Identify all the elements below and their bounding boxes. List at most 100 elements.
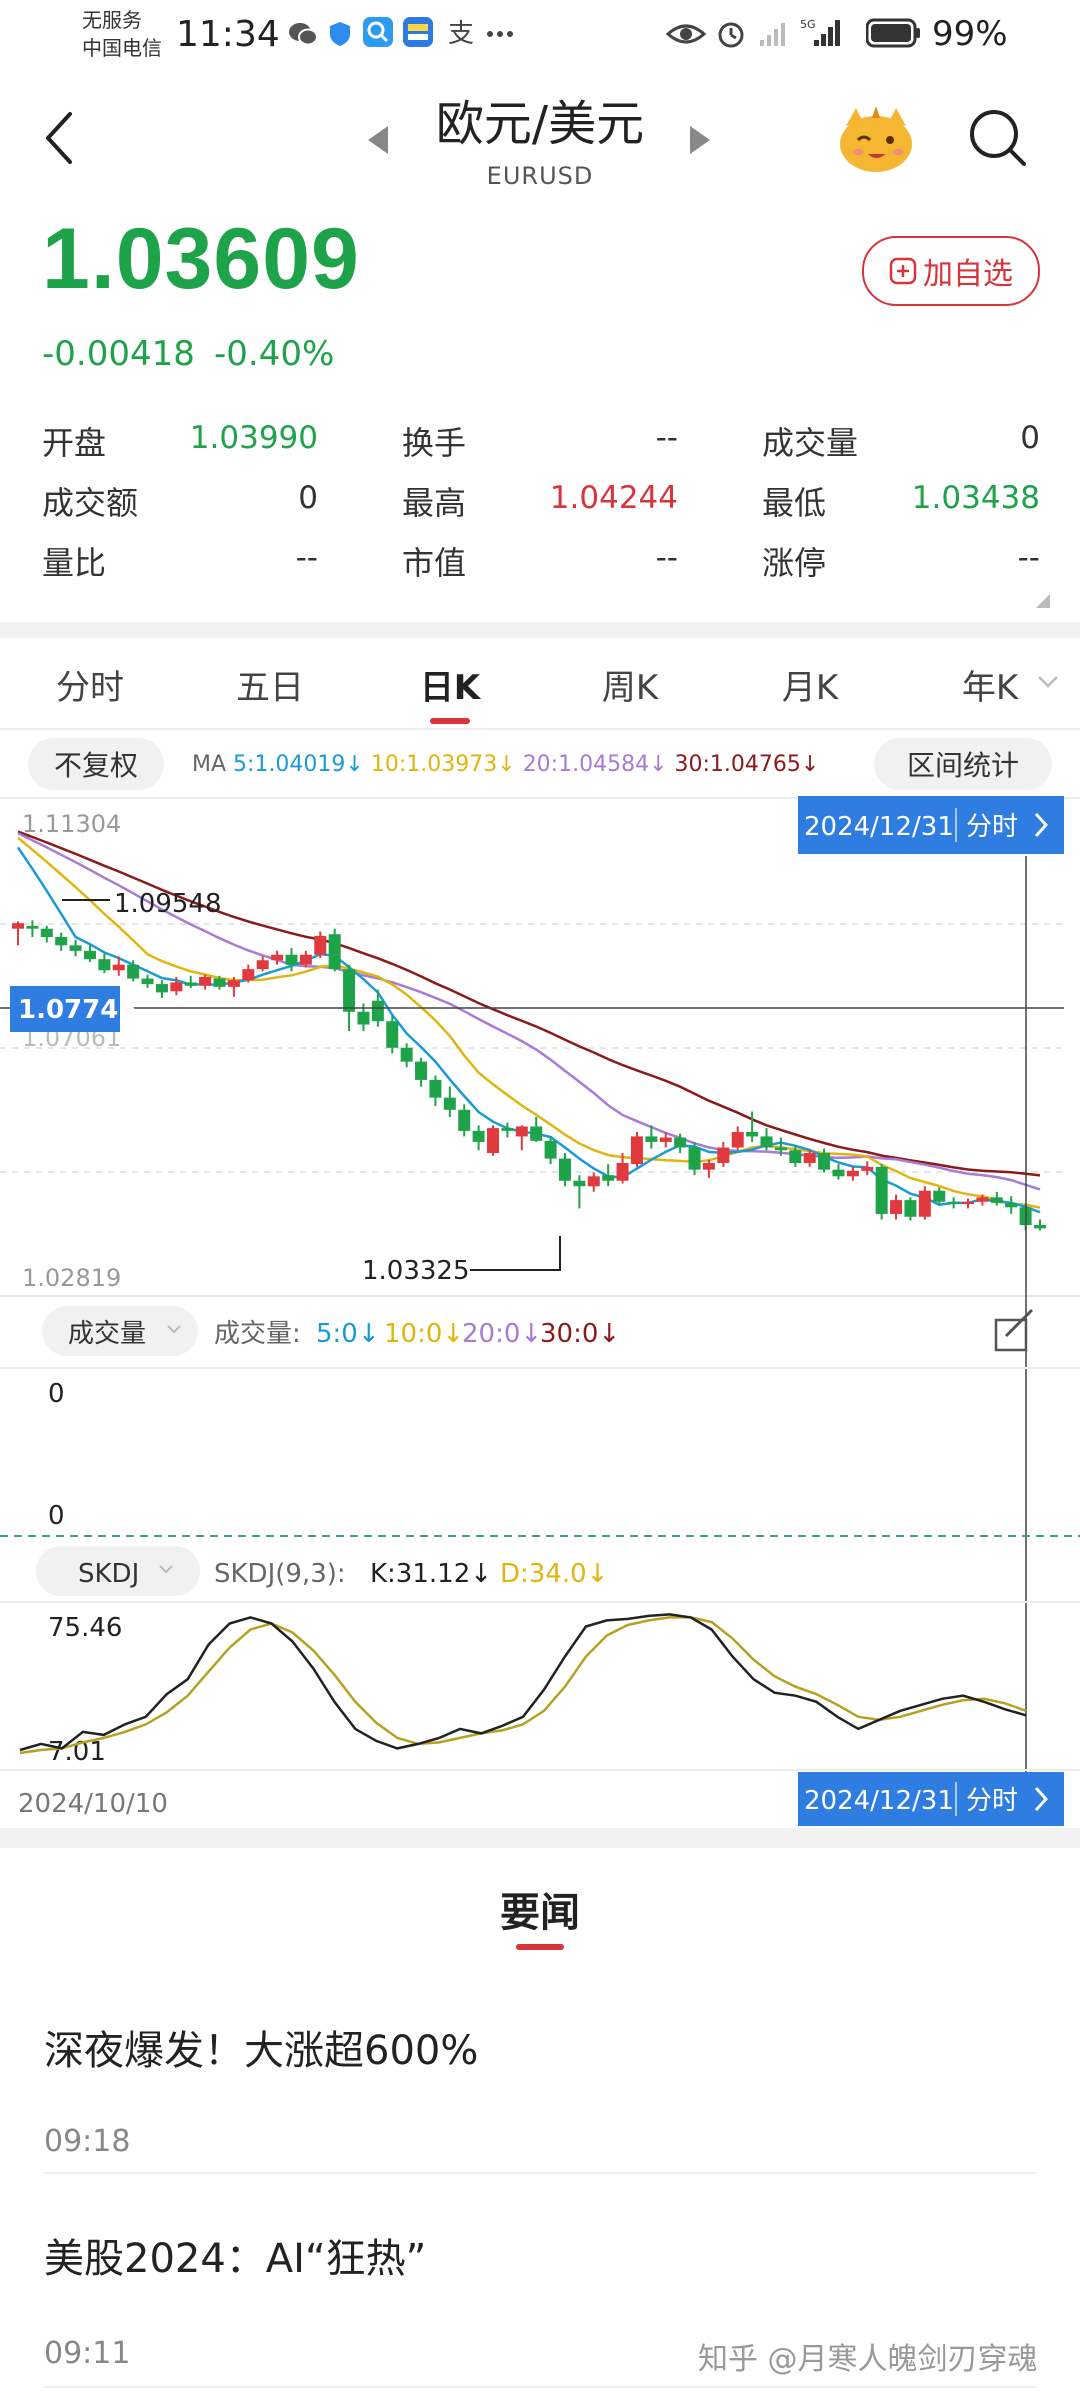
candle-body [990, 1197, 1003, 1203]
stat-value: 0 [298, 480, 318, 516]
active-tab-underline [430, 718, 470, 724]
signal-5g-icon: 5G [800, 18, 840, 46]
prev-symbol-icon[interactable] [364, 122, 392, 158]
tab-2[interactable]: 日K [419, 668, 481, 708]
news-time: 09:11 [44, 2336, 131, 2371]
chevron-down-icon[interactable] [1036, 672, 1060, 692]
range-stats-button[interactable]: 区间统计 [874, 738, 1052, 790]
tab-4[interactable]: 月K [781, 668, 839, 708]
candle-body [645, 1136, 658, 1142]
high-marker-label: 1.09548 [114, 889, 222, 919]
candle-body [558, 1158, 571, 1181]
candle-body [530, 1126, 543, 1141]
skdj-date-badge-label: 2024/12/31 [804, 1786, 954, 1816]
back-icon[interactable] [40, 108, 80, 168]
candle-body [947, 1201, 960, 1204]
chevron-right-icon [1034, 812, 1049, 838]
adjust-label: 不复权 [53, 749, 138, 782]
low-marker-line [470, 1236, 561, 1271]
candle-body [256, 960, 269, 970]
cursor-price-badge [10, 986, 120, 1032]
ma10-value: 10:1.03973↓ [370, 752, 516, 777]
volume-ma10: 10:0↓ [384, 1319, 464, 1349]
candle-body [515, 1126, 528, 1137]
candle-body [976, 1197, 989, 1202]
price-axis-bottom: 1.02819 [22, 1264, 121, 1292]
mascot-icon[interactable] [834, 100, 918, 176]
candle-body [630, 1136, 643, 1165]
add-square-icon [889, 257, 917, 285]
adjust-dropdown[interactable]: 不复权 [28, 738, 164, 790]
candle-body [155, 984, 168, 993]
candle-body [371, 1000, 384, 1022]
kline-chart[interactable]: 1.113041.028191.070611.095481.033251.077… [0, 796, 1080, 1826]
skdj-k-line [19, 1613, 1027, 1752]
add-watchlist-label: 加自选 [923, 257, 1013, 292]
news-title: 美股2024：AI“狂热” [44, 2236, 427, 2282]
candle-body [328, 934, 341, 970]
stat-value: -- [655, 540, 678, 576]
ma5-value: 5:1.04019↓ [233, 752, 364, 777]
stat-value: 1.04244 [549, 480, 678, 516]
tab-5[interactable]: 年K [961, 668, 1019, 708]
range-stats-label: 区间统计 [906, 749, 1019, 782]
expand-corner-icon[interactable] [1034, 592, 1052, 610]
candle-body [83, 950, 96, 960]
candle-body [400, 1047, 413, 1062]
news-item[interactable]: 美股2024：AI“狂热” 09:11 [0, 2180, 1080, 2380]
stat-label: 开盘 [42, 424, 107, 462]
chevron-right-icon [1034, 1786, 1049, 1812]
candle-body [213, 978, 226, 987]
ma10-line [17, 836, 1041, 1209]
candle-body [1005, 1202, 1018, 1208]
volume-label: 成交量: [214, 1319, 301, 1349]
skdj-axis-bottom: 7.01 [48, 1737, 106, 1767]
skdj-date-badge-action: 分时 [966, 1786, 1018, 1816]
candle-body [1034, 1225, 1046, 1229]
skdj-d-value: D:34.0↓ [500, 1559, 608, 1589]
candle-body [40, 928, 53, 938]
tab-1[interactable]: 五日 [236, 668, 304, 708]
tab-3[interactable]: 周K [601, 668, 659, 708]
stat-label: 最高 [402, 484, 467, 522]
edit-icon-pen [1004, 1308, 1034, 1338]
candle-body [587, 1176, 600, 1187]
stat-label: 量比 [42, 544, 107, 582]
stat-label: 涨停 [762, 544, 827, 582]
candle-body [774, 1147, 787, 1151]
finance-app-icon [403, 17, 433, 47]
carrier-secondary: 中国电信 [82, 36, 162, 60]
candle-body [299, 954, 312, 965]
candle-body [846, 1170, 859, 1177]
skdj-axis-top: 75.46 [48, 1613, 122, 1643]
stat-label: 成交额 [42, 484, 139, 522]
edit-icon [994, 1318, 1028, 1352]
candle-body [127, 964, 140, 979]
candle-body [458, 1109, 471, 1131]
news-time: 09:18 [44, 2124, 131, 2159]
shield-icon [330, 22, 350, 46]
candle-body [746, 1131, 759, 1137]
cursor-price-label: 1.07746 [18, 995, 136, 1025]
volume-chip-bg [42, 1306, 198, 1356]
candle-body [141, 978, 154, 985]
chevron-down-icon [167, 1325, 181, 1334]
candle-body [69, 945, 82, 951]
tab-0[interactable]: 分时 [56, 668, 124, 708]
candle-body [429, 1079, 442, 1098]
date-badge-action: 分时 [966, 812, 1018, 842]
skdj-date-badge [798, 1772, 1064, 1826]
news-item[interactable]: 深夜爆发！大涨超600% 09:18 [0, 1978, 1080, 2178]
more-notifications-icon [487, 31, 513, 37]
add-watchlist-button[interactable]: 加自选 [862, 236, 1040, 306]
price-axis-top: 1.11304 [22, 810, 121, 838]
section-divider [0, 622, 1080, 638]
volume-axis-bottom: 0 [48, 1501, 65, 1531]
battery-icon [866, 18, 920, 48]
watermark: 知乎 @月寒人魄剑刃穿魂 [698, 2342, 1038, 2377]
news-separator [44, 2386, 1036, 2388]
search-icon[interactable] [966, 106, 1030, 170]
next-symbol-icon[interactable] [686, 122, 714, 158]
stat-value: 1.03438 [911, 480, 1040, 516]
ma30-value: 30:1.04765↓ [674, 752, 820, 777]
